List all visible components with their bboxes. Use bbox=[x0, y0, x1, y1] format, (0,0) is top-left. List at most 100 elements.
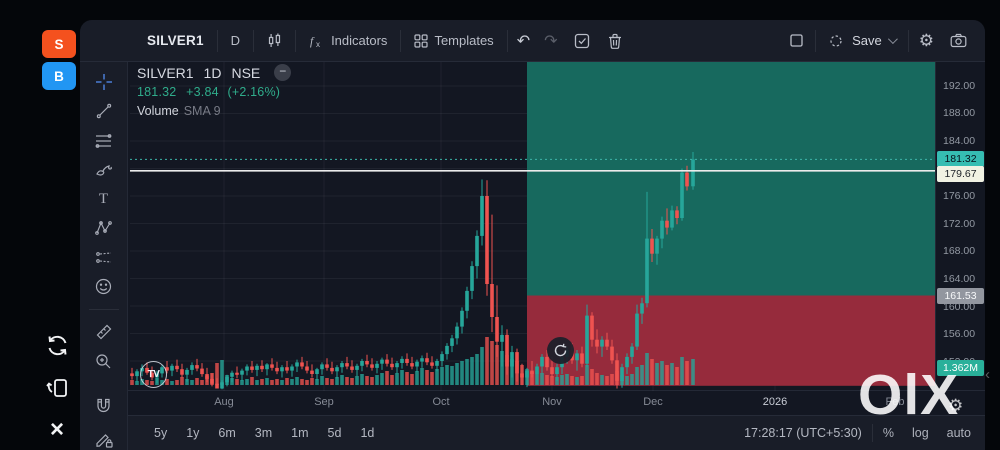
volume-bar bbox=[360, 374, 364, 385]
volume-bar bbox=[135, 381, 139, 385]
volume-bar bbox=[220, 360, 224, 385]
volume-bar bbox=[260, 379, 264, 385]
price-chart[interactable] bbox=[130, 62, 935, 391]
volume-bar bbox=[610, 374, 614, 385]
volume-bar bbox=[460, 361, 464, 385]
magnet-tool[interactable] bbox=[88, 394, 120, 414]
fullscreen-button[interactable] bbox=[780, 33, 813, 48]
range-button-5d[interactable]: 5d bbox=[327, 426, 342, 440]
candle-body bbox=[610, 346, 614, 361]
measure-tool[interactable] bbox=[88, 322, 120, 342]
candle-body bbox=[350, 366, 354, 370]
candle-body bbox=[680, 172, 684, 218]
select-drawings-button[interactable] bbox=[565, 33, 599, 49]
screenshot-button[interactable] bbox=[942, 33, 975, 48]
close-overlay-button[interactable]: × bbox=[50, 416, 65, 443]
candle-body bbox=[485, 196, 489, 284]
text-tool[interactable]: T bbox=[98, 190, 109, 207]
auto-scale-button[interactable]: auto bbox=[946, 426, 971, 440]
rotate-screen-button[interactable] bbox=[45, 375, 70, 400]
emoji-tool[interactable] bbox=[88, 277, 120, 297]
legend-interval[interactable]: 1D bbox=[203, 64, 222, 81]
candle-body bbox=[585, 315, 589, 364]
candle-body bbox=[330, 367, 334, 372]
candle-body bbox=[375, 363, 379, 368]
crosshair-icon bbox=[95, 74, 112, 91]
lock-drawings-tool[interactable] bbox=[88, 430, 120, 450]
candle-body bbox=[435, 361, 439, 366]
price-axis[interactable]: 192.00 188.00 184.00 176.00 172.00 168.00 164.… bbox=[935, 62, 985, 390]
magnifier-plus-icon bbox=[96, 354, 111, 369]
interval-button[interactable]: D bbox=[230, 33, 241, 48]
forecast-tool[interactable] bbox=[88, 248, 120, 268]
trend-line-tool[interactable] bbox=[88, 101, 120, 121]
range-button-1m[interactable]: 1m bbox=[291, 426, 309, 440]
panel-collapse-handle[interactable]: ‹ bbox=[985, 366, 990, 383]
legend-collapse-button[interactable]: − bbox=[274, 64, 292, 81]
time-axis-label: Oct bbox=[432, 396, 450, 408]
settings-button[interactable]: ⚙ bbox=[918, 30, 934, 50]
candle-body bbox=[170, 365, 174, 371]
price-axis-label: 164.00 bbox=[943, 273, 976, 285]
position-loss-zone bbox=[527, 295, 935, 386]
redo-button[interactable]: ↷ bbox=[544, 32, 558, 50]
candle-body bbox=[430, 362, 434, 366]
toolbar-divider bbox=[907, 29, 909, 52]
refresh-button[interactable] bbox=[45, 333, 70, 358]
price-axis-label: 156.00 bbox=[943, 328, 976, 340]
candle-body bbox=[190, 365, 194, 370]
candle-body bbox=[210, 378, 214, 384]
candle-body bbox=[365, 361, 369, 365]
brush-tool[interactable] bbox=[88, 160, 120, 180]
price-axis-label: 160.00 bbox=[943, 301, 976, 313]
sell-button[interactable]: S bbox=[42, 30, 76, 58]
candle-body bbox=[645, 238, 649, 304]
fib-lines-icon bbox=[95, 133, 112, 148]
volume-bar bbox=[420, 368, 424, 385]
delete-drawings-button[interactable] bbox=[599, 33, 631, 49]
volume-bar bbox=[625, 376, 629, 385]
xabcd-pattern-tool[interactable] bbox=[88, 218, 120, 238]
legend-volume-row[interactable]: Volume SMA 9 bbox=[137, 104, 291, 118]
tradingview-logo[interactable]: TV bbox=[140, 361, 167, 388]
magnet-icon bbox=[97, 398, 110, 413]
range-button-6m[interactable]: 6m bbox=[218, 426, 236, 440]
undo-button[interactable]: ↶ bbox=[516, 32, 531, 50]
crosshair-tool[interactable] bbox=[88, 72, 120, 92]
candle-body bbox=[650, 238, 654, 254]
range-button-3m[interactable]: 3m bbox=[254, 426, 273, 440]
buy-button[interactable]: B bbox=[42, 62, 76, 90]
templates-button[interactable]: Templates bbox=[403, 33, 504, 48]
time-axis-label: Nov bbox=[542, 396, 562, 408]
volume-bar bbox=[185, 379, 189, 385]
volume-bar bbox=[425, 370, 429, 385]
fx-icon: f x bbox=[310, 36, 320, 48]
indicators-button[interactable]: f x Indicators bbox=[298, 33, 398, 48]
replay-button[interactable] bbox=[547, 337, 574, 364]
zoom-in-tool[interactable] bbox=[88, 351, 120, 371]
camera-icon bbox=[950, 33, 967, 48]
save-button[interactable]: Save bbox=[818, 33, 906, 48]
templates-grid-icon bbox=[414, 33, 429, 48]
chart-style-button[interactable] bbox=[256, 33, 293, 48]
symbol-button[interactable]: SILVER1 bbox=[147, 33, 204, 48]
volume-bar bbox=[350, 378, 354, 385]
cloud-save-icon bbox=[830, 34, 842, 47]
volume-bar bbox=[685, 361, 689, 385]
volume-bar bbox=[470, 357, 474, 385]
clock-label[interactable]: 17:28:17 (UTC+5:30) bbox=[744, 426, 862, 440]
legend-exchange[interactable]: NSE bbox=[231, 64, 261, 81]
range-button-5y[interactable]: 5y bbox=[154, 426, 168, 440]
range-button-1y[interactable]: 1y bbox=[186, 426, 200, 440]
price-axis-label: 184.00 bbox=[943, 135, 976, 147]
percent-scale-button[interactable]: % bbox=[882, 426, 894, 440]
range-button-1d[interactable]: 1d bbox=[360, 426, 375, 440]
volume-bar bbox=[565, 374, 569, 385]
legend-symbol[interactable]: SILVER1 bbox=[137, 64, 194, 81]
candle-body bbox=[675, 210, 679, 218]
time-axis[interactable]: Aug Sep Oct Nov Dec 2026 Feb bbox=[128, 390, 985, 415]
log-scale-button[interactable]: log bbox=[911, 426, 929, 440]
bottombar-divider bbox=[871, 424, 873, 442]
candle-body bbox=[425, 358, 429, 363]
fib-retracement-tool[interactable] bbox=[88, 131, 120, 151]
